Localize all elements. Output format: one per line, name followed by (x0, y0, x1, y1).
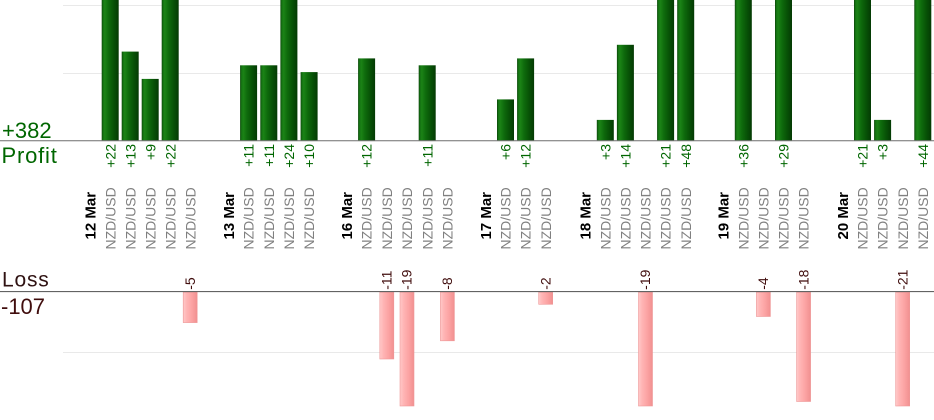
svg-text:NZD/USD: NZD/USD (796, 187, 812, 249)
svg-text:NZD/USD: NZD/USD (735, 187, 751, 249)
svg-text:+14: +14 (618, 144, 634, 168)
svg-text:NZD/USD: NZD/USD (678, 187, 694, 249)
svg-text:+382: +382 (2, 118, 52, 143)
svg-text:+3: +3 (597, 144, 613, 160)
svg-text:NZD/USD: NZD/USD (241, 187, 257, 249)
svg-text:+21: +21 (855, 144, 871, 168)
svg-text:+22: +22 (162, 144, 178, 168)
svg-text:-18: -18 (795, 269, 811, 289)
svg-text:13 Mar: 13 Mar (221, 192, 238, 240)
svg-text:+3: +3 (875, 144, 891, 160)
svg-text:-19: -19 (399, 269, 415, 289)
svg-text:20 Mar: 20 Mar (835, 192, 852, 240)
svg-text:NZD/USD: NZD/USD (855, 187, 871, 249)
svg-text:-19: -19 (637, 269, 653, 289)
svg-text:16 Mar: 16 Mar (339, 192, 356, 240)
svg-text:NZD/USD: NZD/USD (399, 187, 415, 249)
svg-text:NZD/USD: NZD/USD (538, 187, 554, 249)
svg-text:19 Mar: 19 Mar (716, 192, 733, 240)
svg-text:NZD/USD: NZD/USD (895, 187, 911, 249)
svg-text:NZD/USD: NZD/USD (142, 187, 158, 249)
svg-text:Loss: Loss (2, 269, 50, 292)
svg-text:+44: +44 (915, 144, 931, 168)
svg-text:+12: +12 (359, 144, 375, 168)
svg-text:NZD/USD: NZD/USD (518, 187, 534, 249)
svg-text:+10: +10 (301, 144, 317, 168)
svg-text:+24: +24 (281, 144, 297, 168)
svg-text:NZD/USD: NZD/USD (658, 187, 674, 249)
svg-text:NZD/USD: NZD/USD (281, 187, 297, 249)
svg-text:+36: +36 (735, 144, 751, 168)
svg-text:+22: +22 (102, 144, 118, 168)
svg-text:NZD/USD: NZD/USD (182, 187, 198, 249)
svg-text:NZD/USD: NZD/USD (379, 187, 395, 249)
svg-text:NZD/USD: NZD/USD (122, 187, 138, 249)
svg-text:-8: -8 (439, 277, 455, 290)
svg-text:-107: -107 (1, 294, 45, 319)
svg-text:-2: -2 (537, 277, 553, 290)
svg-text:NZD/USD: NZD/USD (638, 187, 654, 249)
svg-text:NZD/USD: NZD/USD (261, 187, 277, 249)
svg-text:17 Mar: 17 Mar (478, 192, 495, 240)
svg-text:+11: +11 (241, 144, 257, 167)
svg-text:NZD/USD: NZD/USD (301, 187, 317, 249)
svg-text:12 Mar: 12 Mar (83, 192, 100, 240)
svg-text:+48: +48 (678, 144, 694, 168)
svg-text:NZD/USD: NZD/USD (440, 187, 456, 249)
svg-text:+11: +11 (261, 144, 277, 167)
svg-text:NZD/USD: NZD/USD (915, 187, 931, 249)
svg-text:-5: -5 (182, 277, 198, 290)
svg-text:NZD/USD: NZD/USD (597, 187, 613, 249)
svg-text:-11: -11 (379, 270, 395, 289)
svg-text:NZD/USD: NZD/USD (618, 187, 634, 249)
svg-text:18 Mar: 18 Mar (578, 192, 595, 240)
svg-text:+9: +9 (142, 144, 158, 160)
svg-text:+29: +29 (776, 144, 792, 168)
svg-text:NZD/USD: NZD/USD (776, 187, 792, 249)
svg-text:+13: +13 (122, 144, 138, 168)
svg-text:-4: -4 (755, 277, 771, 290)
svg-text:NZD/USD: NZD/USD (419, 187, 435, 249)
svg-text:NZD/USD: NZD/USD (875, 187, 891, 249)
svg-text:NZD/USD: NZD/USD (756, 187, 772, 249)
svg-text:NZD/USD: NZD/USD (498, 187, 514, 249)
svg-text:Profit: Profit (2, 143, 58, 168)
svg-text:NZD/USD: NZD/USD (359, 187, 375, 249)
svg-text:NZD/USD: NZD/USD (102, 187, 118, 249)
svg-text:+12: +12 (518, 144, 534, 168)
svg-text:-21: -21 (894, 269, 910, 289)
svg-text:NZD/USD: NZD/USD (162, 187, 178, 249)
svg-text:+21: +21 (658, 144, 674, 168)
svg-text:+11: +11 (419, 144, 435, 167)
svg-text:+6: +6 (498, 144, 514, 160)
